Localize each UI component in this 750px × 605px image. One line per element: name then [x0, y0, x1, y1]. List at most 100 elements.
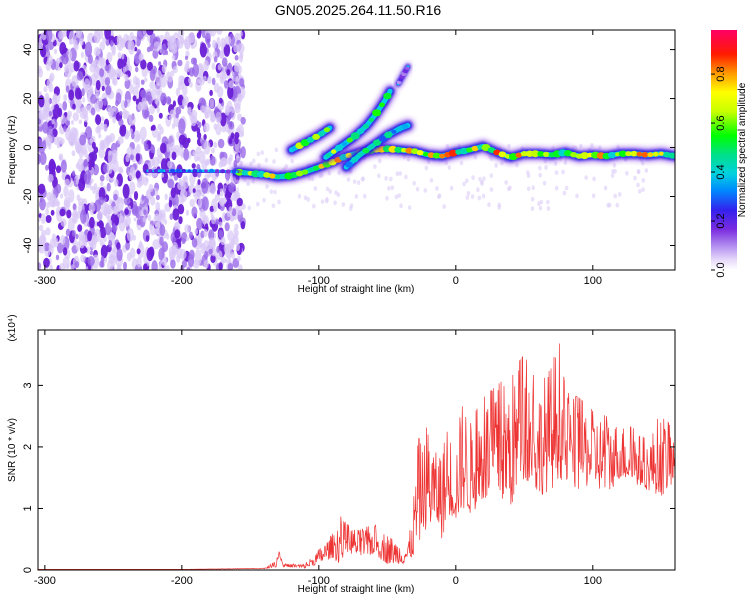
- noise-blob: [104, 208, 111, 219]
- noise-blob: [38, 95, 45, 108]
- halo-blob: [476, 187, 480, 193]
- noise-blob: [87, 152, 95, 167]
- noise-blob: [214, 194, 221, 201]
- noise-blob: [211, 77, 216, 86]
- noise-blob: [122, 183, 130, 199]
- noise-blob: [211, 147, 215, 154]
- ridge-hotspot: [636, 151, 643, 157]
- halo-blob: [507, 186, 511, 192]
- ridge-hotspot: [401, 123, 409, 130]
- x-tick-label: 100: [584, 275, 602, 287]
- noise-blob: [113, 193, 118, 201]
- ridge-hotspot: [432, 152, 441, 159]
- noise-blob: [216, 72, 220, 79]
- noise-blob: [85, 266, 89, 270]
- noise-blob: [166, 143, 171, 152]
- ridge-hotspot: [396, 80, 402, 85]
- x-tick-label: -200: [171, 275, 193, 287]
- ridge-hotspot: [187, 169, 192, 173]
- noise-blob: [210, 254, 216, 263]
- noise-blob: [148, 184, 154, 192]
- ridge-hotspot: [263, 172, 271, 178]
- noise-blob: [239, 77, 245, 87]
- noise-blob: [198, 97, 206, 108]
- noise-blob: [137, 242, 145, 259]
- y-tick-label: 0: [22, 567, 34, 573]
- x-tick-label: -300: [34, 575, 56, 587]
- noise-blob: [176, 36, 184, 49]
- y-tick-label: 0: [22, 144, 34, 150]
- noise-blob: [55, 165, 62, 174]
- colorbar-tick-label: 0.4: [715, 164, 727, 179]
- noise-blob: [60, 218, 67, 227]
- noise-blob: [227, 258, 232, 265]
- noise-blob: [80, 254, 86, 263]
- colorbar: 0.0 0.2 0.4 0.6 0.8 Normalized spectral ampl…: [711, 30, 748, 278]
- noise-blob: [224, 222, 230, 232]
- noise-blob: [198, 150, 206, 164]
- ridge-hotspot: [373, 139, 381, 146]
- noise-blob: [227, 85, 234, 100]
- spectrogram-y-ticks: -40 -20 0 20 40: [22, 43, 675, 253]
- halo-blob: [637, 188, 642, 194]
- noise-blob: [99, 226, 107, 239]
- halo-blob: [274, 147, 279, 153]
- noise-blob: [72, 203, 77, 211]
- noise-blob: [154, 97, 158, 105]
- noise-blob: [125, 154, 130, 163]
- halo-blob: [507, 143, 511, 149]
- halo-blob: [562, 190, 567, 196]
- noise-blob: [219, 112, 227, 127]
- halo-blob: [236, 179, 240, 185]
- halo-blob: [312, 203, 316, 209]
- y-tick-label: -20: [22, 189, 34, 205]
- halo-blob: [563, 160, 568, 166]
- noise-blob: [116, 34, 123, 43]
- halo-blob: [273, 189, 277, 195]
- noise-blob: [72, 112, 80, 122]
- noise-blob: [143, 263, 148, 270]
- ridge-hotspot: [372, 109, 382, 117]
- ridge-upper-branch-2: [318, 84, 398, 165]
- noise-blob: [101, 85, 105, 92]
- noise-blob: [203, 122, 210, 132]
- noise-blob: [116, 242, 121, 251]
- noise-blob: [177, 204, 185, 215]
- ridge-hotspot: [204, 169, 208, 173]
- ridge-hotspot: [537, 151, 545, 157]
- noise-blob: [48, 110, 53, 117]
- noise-blob: [129, 181, 136, 195]
- noise-blob: [127, 205, 131, 210]
- noise-blob: [81, 88, 85, 97]
- noise-blob: [182, 98, 187, 107]
- noise-blob: [59, 62, 63, 69]
- noise-blob: [227, 230, 235, 242]
- noise-blob: [80, 51, 84, 58]
- ridges: [143, 62, 675, 184]
- halo-blob: [407, 205, 412, 211]
- noise-blob: [116, 248, 123, 262]
- noise-blob: [149, 68, 156, 81]
- halo-blob: [546, 199, 550, 205]
- halo-blob: [537, 201, 541, 207]
- halo-blob: [538, 172, 542, 178]
- halo-blob: [349, 206, 353, 211]
- noise-blob: [165, 264, 170, 270]
- noise-blob: [144, 110, 150, 118]
- ridge-hotspot: [498, 151, 507, 158]
- ridge-hotspot: [423, 152, 429, 157]
- noise-blob: [63, 196, 71, 210]
- noise-blob: [230, 251, 236, 260]
- halo-blob: [385, 195, 389, 201]
- noise-blob: [117, 136, 124, 145]
- noise-blob: [148, 114, 154, 122]
- ridge-hotspot: [241, 170, 249, 176]
- noise-blob: [185, 209, 189, 216]
- halo-blob: [384, 176, 388, 181]
- halo-blob: [544, 165, 548, 170]
- noise-blob: [182, 176, 186, 184]
- y-tick-label: 20: [22, 92, 34, 104]
- halo-blob: [497, 202, 502, 208]
- halo-blob: [466, 190, 471, 196]
- noise-blob: [38, 183, 46, 195]
